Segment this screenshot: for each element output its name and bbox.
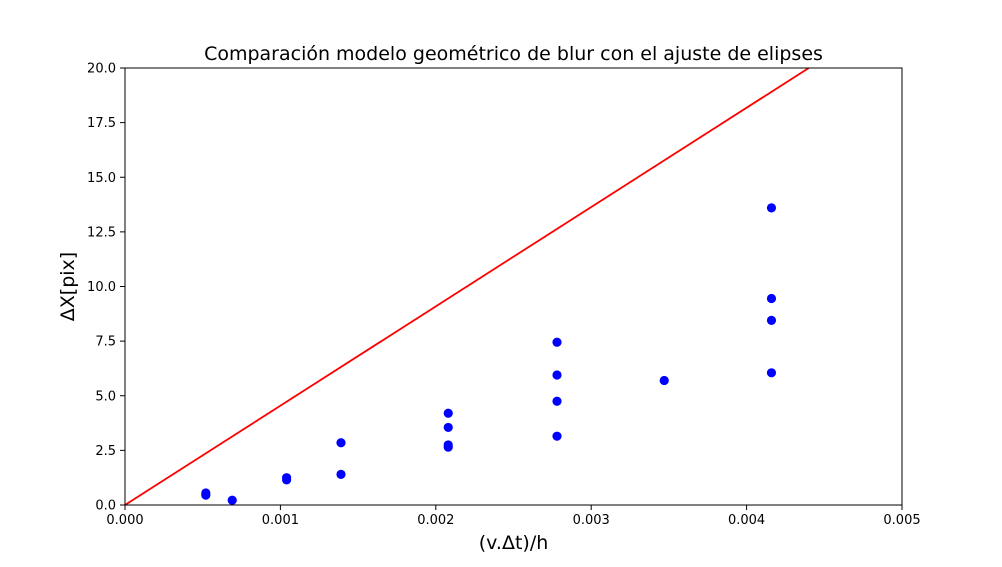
chart-title: Comparación modelo geométrico de blur co… bbox=[204, 43, 823, 65]
x-axis: 0.000 0.001 0.002 0.003 0.004 0.005 bbox=[106, 505, 921, 528]
y-tick-label: 2.5 bbox=[95, 444, 116, 459]
data-point bbox=[443, 422, 453, 433]
x-tick-label: 0.000 bbox=[106, 513, 143, 528]
plot-frame bbox=[124, 67, 903, 506]
plot-area bbox=[125, 68, 810, 505]
y-tick-label: 12.5 bbox=[87, 225, 116, 240]
data-point bbox=[552, 337, 562, 347]
data-point bbox=[201, 490, 211, 500]
y-axis-label: ΔX[pix] bbox=[57, 252, 79, 321]
data-point bbox=[659, 375, 669, 386]
x-tick-label: 0.005 bbox=[883, 513, 920, 528]
data-point bbox=[336, 438, 346, 448]
y-tick-label: 5.0 bbox=[95, 389, 116, 404]
y-tick-label: 15.0 bbox=[87, 171, 116, 186]
model-line bbox=[125, 68, 810, 505]
data-point bbox=[282, 475, 292, 485]
data-point bbox=[552, 370, 562, 380]
data-point bbox=[766, 368, 777, 378]
x-tick-label: 0.003 bbox=[573, 513, 610, 528]
x-axis-label: (v.Δt)/h bbox=[479, 532, 549, 554]
data-point bbox=[552, 431, 562, 441]
y-tick-label: 0.0 bbox=[95, 499, 116, 514]
data-point bbox=[227, 495, 237, 505]
data-point bbox=[766, 293, 777, 304]
data-point bbox=[443, 442, 453, 452]
y-tick-label: 7.5 bbox=[95, 335, 116, 350]
y-axis: 0.0 2.5 5.0 7.5 10.0 12.5 15.0 17.5 20.0 bbox=[87, 62, 125, 514]
data-point bbox=[443, 408, 453, 418]
y-tick-label: 10.0 bbox=[87, 280, 116, 295]
x-tick-label: 0.002 bbox=[417, 513, 454, 528]
data-point bbox=[766, 315, 777, 325]
x-tick-label: 0.004 bbox=[728, 513, 765, 528]
y-tick-label: 20.0 bbox=[87, 62, 116, 77]
y-tick-label: 17.5 bbox=[87, 116, 116, 131]
data-point bbox=[552, 396, 562, 406]
x-tick-label: 0.001 bbox=[262, 513, 299, 528]
data-point bbox=[336, 469, 346, 480]
data-point bbox=[766, 203, 777, 213]
